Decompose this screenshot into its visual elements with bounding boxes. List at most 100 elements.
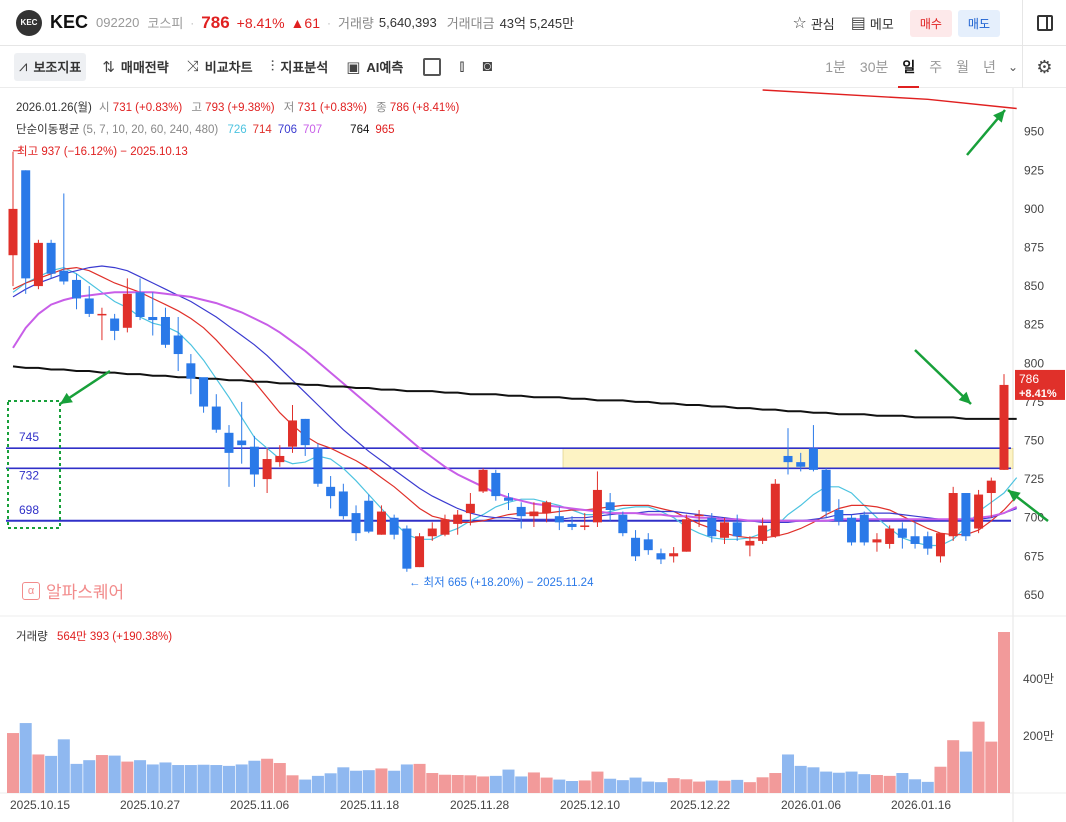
ma-value-0: 726 [227, 124, 247, 136]
gear-icon[interactable]: ⚙ [1022, 46, 1066, 88]
alpha-logo-icon: α [22, 581, 40, 600]
volume-bar [807, 767, 820, 793]
close-label: 종 [376, 102, 387, 114]
open-value: 731 (+0.83%) [112, 102, 183, 114]
candle-body [249, 446, 259, 475]
candle-body [491, 472, 501, 497]
candle-body [897, 528, 907, 538]
strategy-icon: ⇅ [102, 58, 115, 76]
period-30min[interactable]: 30분 [859, 59, 889, 75]
volume-legend-value: 564만 393 (+190.38%) [56, 631, 173, 643]
analysis-icon: ⫶ [270, 58, 275, 75]
volume-bar [261, 758, 274, 793]
candle-body [567, 523, 577, 527]
candle-body [948, 493, 958, 537]
volume-bar [502, 769, 515, 793]
volume-bar [604, 778, 617, 793]
volume-bar [108, 755, 121, 793]
candle-body [542, 502, 552, 514]
star-icon: ☆ [792, 15, 807, 32]
candle-body [33, 242, 43, 287]
side-panel-toggle[interactable] [1022, 0, 1066, 46]
volume-bar [883, 775, 896, 793]
candle-body [465, 503, 475, 514]
volume-bar [642, 781, 655, 793]
candle-body [300, 418, 310, 446]
chevron-down-icon[interactable]: ⌄ [1007, 60, 1018, 74]
low-value: 731 (+0.83%) [297, 102, 367, 114]
stock-code: 092220 [96, 15, 140, 30]
candle-body [135, 292, 145, 317]
memo-label: 메모 [869, 16, 894, 32]
ma-line-20 [12, 265, 1017, 523]
watermark-text: 알파스퀘어 [46, 583, 125, 602]
ma-label: 단순이동평균 [16, 124, 80, 136]
ma-legend: 단순이동평균 (5, 7, 10, 20, 60, 240, 480) 726 7… [16, 121, 395, 137]
buy-button[interactable]: 매수 [909, 9, 952, 37]
candle-body [427, 528, 437, 537]
watchlist-button[interactable]: ☆ 관심 [793, 13, 835, 33]
analysis-tool-button[interactable]: ⫶ 지표분석 [269, 53, 331, 81]
volume-bar [540, 777, 553, 793]
low-label: 저 [283, 102, 295, 114]
candle-body [529, 511, 539, 517]
candle-body [275, 455, 285, 463]
level-label-732: 732 [19, 468, 39, 482]
price-chart[interactable]: 6506757007257507758008258508759009259507… [0, 88, 1066, 822]
x-tick-label: 2025.12.22 [670, 798, 730, 812]
chart-toolbar: ⩘ 보조지표 ⇅ 매매전략 ⤨ 비교차트 ⫶ 지표분석 ▣ AI예측 ⫾ ◙ 1… [0, 46, 1066, 88]
x-tick-label: 2026.01.16 [891, 798, 951, 812]
checkbox-icon[interactable] [423, 57, 442, 76]
candle-body [707, 517, 717, 537]
strategy-tool-button[interactable]: ⇅ 매매전략 [100, 53, 170, 81]
camera-icon[interactable]: ◙ [482, 57, 493, 75]
candle-body [796, 462, 806, 467]
ma-line-10 [12, 266, 1018, 539]
volume-bar [146, 764, 159, 793]
x-tick-label: 2025.11.18 [340, 798, 399, 812]
candle-body [847, 517, 857, 543]
period-week[interactable]: 주 [929, 59, 943, 75]
high-label: 고 [191, 102, 202, 114]
period-month[interactable]: 월 [956, 59, 970, 75]
y-tick-label: 900 [1024, 202, 1044, 216]
volume-bar [527, 772, 540, 793]
candle-type-icon[interactable]: ⫾ [459, 57, 465, 75]
volume-bar [311, 775, 324, 793]
candle-body [364, 500, 374, 532]
period-year[interactable]: 년 [983, 59, 996, 75]
indicator-tool-button[interactable]: ⩘ 보조지표 [14, 52, 87, 81]
x-tick-label: 2025.10.27 [120, 798, 180, 812]
ma-value-1: 714 [252, 124, 272, 136]
ma-value-6: 965 [375, 124, 395, 136]
ma-line-5 [12, 266, 1018, 547]
volume-bar [756, 777, 769, 793]
indicator-icon: ⩘ [19, 58, 28, 75]
candle-body [783, 455, 793, 463]
volume-bar [388, 770, 401, 793]
candle-body [97, 313, 107, 316]
ai-predict-button[interactable]: ▣ AI예측 [344, 53, 405, 81]
compare-label: 비교차트 [204, 60, 253, 75]
level-box [7, 400, 61, 529]
analysis-label: 지표분석 [280, 60, 329, 75]
period-day[interactable]: 일 [898, 59, 920, 88]
volume-bar [70, 763, 83, 793]
volume-bar [337, 767, 350, 793]
panel-icon [1036, 15, 1053, 31]
amount-value: 43억 5,245만 [499, 16, 575, 31]
arrow-top-head [993, 110, 1005, 123]
y-tick-label: 750 [1024, 434, 1044, 448]
y-tick-label: 875 [1024, 241, 1044, 255]
period-1min[interactable]: 1분 [825, 59, 846, 75]
ma-values: 726 714 706 707 764 965 [221, 124, 394, 136]
ma-value-4 [328, 124, 344, 136]
volume-bar [515, 776, 528, 793]
candle-body [923, 536, 933, 549]
sell-button[interactable]: 매도 [957, 9, 1000, 37]
candle-body [504, 497, 513, 501]
candle-body [478, 469, 488, 492]
compare-tool-button[interactable]: ⤨ 비교차트 [185, 53, 255, 81]
memo-button[interactable]: ▤ 메모 [851, 13, 894, 33]
candle-body [834, 510, 844, 521]
